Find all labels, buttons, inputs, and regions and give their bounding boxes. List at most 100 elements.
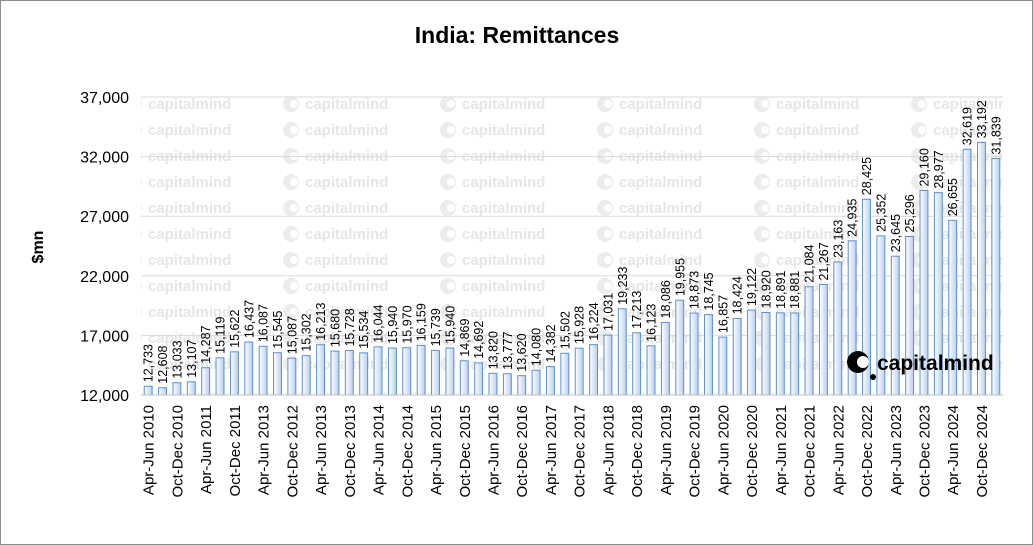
svg-text:capitalmind: capitalmind bbox=[776, 356, 859, 373]
data-label: 29,160 bbox=[917, 148, 931, 186]
watermark-tile: capitalmind bbox=[440, 226, 545, 243]
data-label: 14,869 bbox=[458, 319, 472, 357]
bar bbox=[416, 344, 426, 396]
svg-text:capitalmind: capitalmind bbox=[776, 226, 859, 243]
x-tick-label: Apr-Jun 2014 bbox=[371, 405, 388, 495]
bar bbox=[273, 352, 282, 396]
x-tick-label: Oct-Dec 2014 bbox=[399, 405, 416, 498]
data-label: 15,940 bbox=[386, 306, 400, 344]
svg-text:capitalmind: capitalmind bbox=[305, 122, 388, 139]
bar bbox=[675, 299, 685, 396]
bar bbox=[244, 341, 254, 396]
svg-text:capitalmind: capitalmind bbox=[148, 304, 231, 321]
svg-text:capitalmind: capitalmind bbox=[933, 122, 1016, 139]
svg-text:capitalmind: capitalmind bbox=[776, 174, 859, 191]
bar bbox=[833, 261, 843, 396]
svg-text:capitalmind: capitalmind bbox=[148, 174, 231, 191]
data-label: 15,940 bbox=[443, 306, 457, 344]
svg-text:capitalmind: capitalmind bbox=[462, 96, 545, 113]
x-tick-label: Oct-Dec 2013 bbox=[342, 405, 359, 498]
bar bbox=[646, 345, 656, 396]
x-tick-label: Oct-Dec 2017 bbox=[572, 405, 589, 498]
bar bbox=[531, 369, 541, 396]
svg-text:capitalmind: capitalmind bbox=[462, 122, 545, 139]
watermark-tile: capitalmind bbox=[911, 96, 1016, 113]
watermark-tile: capitalmind bbox=[440, 278, 545, 295]
bar bbox=[775, 312, 785, 396]
bar bbox=[459, 360, 469, 396]
svg-text:capitalmind: capitalmind bbox=[305, 174, 388, 191]
bar bbox=[172, 382, 182, 396]
x-tick-label: Apr-Jun 2013 bbox=[256, 405, 273, 495]
svg-text:capitalmind: capitalmind bbox=[619, 96, 702, 113]
svg-text:capitalmind: capitalmind bbox=[619, 174, 702, 191]
data-label: 16,044 bbox=[372, 305, 386, 343]
watermark-tile: capitalmind bbox=[141, 200, 231, 217]
bar bbox=[689, 312, 699, 396]
data-labels: 12,733 12,608 13,033 13,107 14,287 15,119 15,6… bbox=[142, 100, 1004, 384]
x-tick-label: Oct-Dec 2010 bbox=[169, 405, 186, 498]
bar bbox=[186, 381, 196, 396]
y-tick-label: 17,000 bbox=[80, 328, 129, 345]
x-tick-label: Apr-Jun 2019 bbox=[658, 405, 675, 495]
y-tick-label: 37,000 bbox=[80, 90, 129, 107]
svg-text:capitalmind: capitalmind bbox=[776, 330, 859, 347]
y-tick-label: 22,000 bbox=[80, 269, 129, 286]
x-tick-label: Oct-Dec 2011 bbox=[227, 405, 244, 496]
data-label: 15,970 bbox=[400, 305, 414, 343]
x-tick-label: Oct-Dec 2021 bbox=[802, 405, 819, 498]
svg-text:capitalmind: capitalmind bbox=[462, 174, 545, 191]
data-label: 28,425 bbox=[860, 157, 874, 195]
watermark-tile: capitalmind bbox=[440, 304, 545, 321]
data-label: 18,745 bbox=[702, 272, 716, 310]
svg-text:capitalmind: capitalmind bbox=[776, 96, 859, 113]
x-tick-label: Apr-Jun 2011 bbox=[198, 405, 215, 494]
data-label: 18,873 bbox=[688, 271, 702, 309]
bar bbox=[316, 344, 326, 396]
svg-text:capitalmind: capitalmind bbox=[148, 226, 231, 243]
svg-text:capitalmind: capitalmind bbox=[933, 226, 1016, 243]
bar bbox=[215, 357, 225, 396]
bar bbox=[560, 352, 570, 396]
data-label: 28,977 bbox=[932, 150, 946, 188]
data-label: 19,955 bbox=[673, 258, 687, 296]
data-label: 15,119 bbox=[214, 316, 228, 353]
x-tick-label: Apr-Jun 2024 bbox=[945, 405, 962, 495]
bar bbox=[229, 351, 239, 396]
watermark-tile: capitalmind bbox=[440, 174, 545, 191]
svg-text:capitalmind: capitalmind bbox=[305, 278, 388, 295]
data-label: 17,213 bbox=[630, 291, 644, 329]
bar bbox=[704, 314, 713, 396]
data-label: 18,891 bbox=[774, 271, 788, 309]
bar bbox=[574, 347, 584, 396]
data-label: 33,192 bbox=[975, 100, 989, 138]
x-tick-label: Oct-Dec 2016 bbox=[514, 405, 531, 498]
svg-text:capitalmind: capitalmind bbox=[619, 252, 702, 269]
data-label: 25,352 bbox=[874, 194, 888, 232]
data-label: 25,296 bbox=[903, 194, 917, 232]
data-label: 16,857 bbox=[716, 295, 730, 333]
bar bbox=[589, 344, 599, 396]
watermark-tile: capitalmind bbox=[141, 304, 231, 321]
bar bbox=[445, 347, 455, 396]
capitalmind-logo: capitalmind bbox=[847, 351, 994, 380]
watermark-tile: capitalmind bbox=[754, 122, 859, 139]
data-label: 12,733 bbox=[142, 344, 156, 382]
watermark-tile: capitalmind bbox=[283, 200, 388, 217]
svg-text:capitalmind: capitalmind bbox=[619, 122, 702, 139]
chart-title: India: Remittances bbox=[415, 22, 620, 48]
watermark-tile: capitalmind bbox=[141, 356, 231, 373]
svg-text:capitalmind: capitalmind bbox=[933, 96, 1016, 113]
data-label: 16,213 bbox=[314, 303, 328, 341]
watermark-tile: capitalmind bbox=[440, 330, 545, 347]
data-label: 15,302 bbox=[300, 313, 314, 351]
watermark-tile: capitalmind bbox=[141, 97, 231, 113]
bar bbox=[517, 375, 527, 396]
bar bbox=[387, 347, 397, 396]
data-label: 12,608 bbox=[156, 345, 170, 383]
bar bbox=[330, 350, 340, 396]
data-label: 16,224 bbox=[587, 302, 601, 340]
svg-text:capitalmind: capitalmind bbox=[305, 330, 388, 347]
watermark-tile: capitalmind bbox=[754, 226, 859, 243]
x-tick-label: Oct-Dec 2024 bbox=[974, 405, 991, 498]
